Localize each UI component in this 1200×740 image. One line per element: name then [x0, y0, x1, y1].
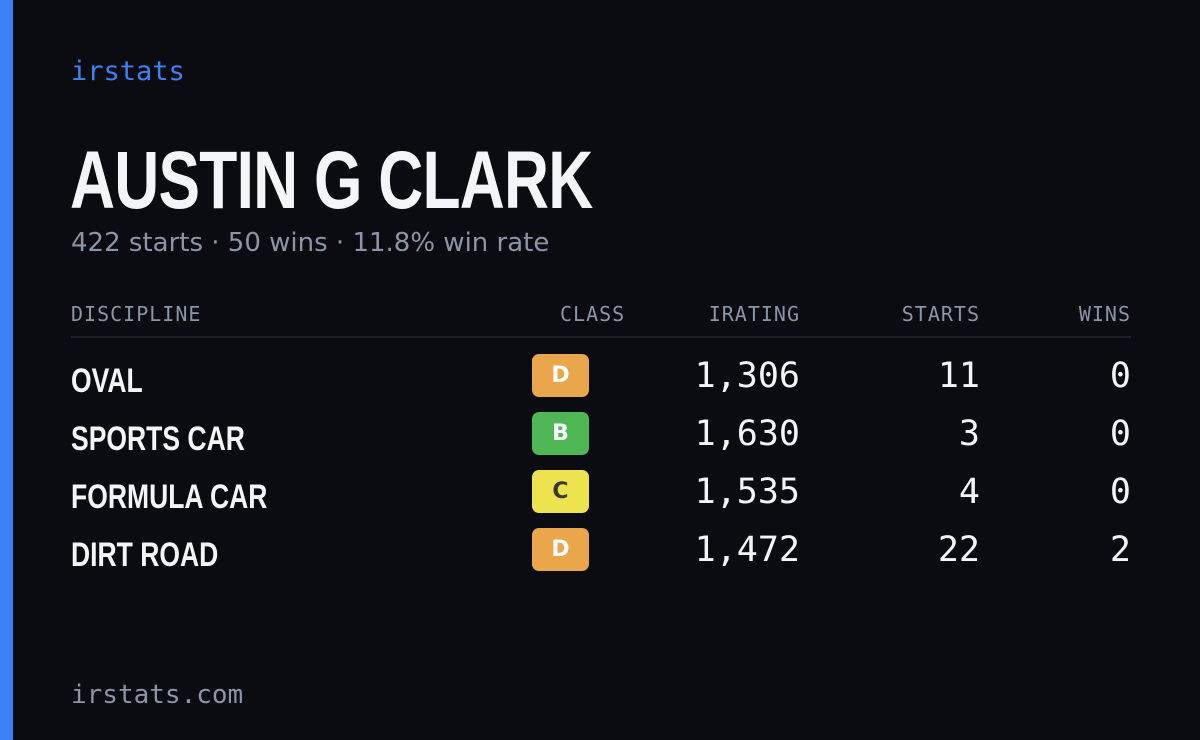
brand-logo[interactable]: irstats	[71, 56, 185, 87]
table-row: SPORTS CAR B 1,630 3 0	[71, 412, 1131, 470]
table-header: DISCIPLINE CLASS IRATING STARTS WINS	[71, 298, 1131, 338]
irating-value: 1,630	[694, 414, 800, 454]
class-badge: B	[532, 412, 589, 455]
accent-bar	[0, 0, 13, 740]
table-body: OVAL D 1,306 11 0 SPORTS CAR B 1,630 3 0…	[71, 354, 1131, 586]
discipline-name: FORMULA CAR	[71, 478, 268, 516]
starts-value: 11	[937, 356, 980, 396]
irating-value: 1,306	[694, 356, 800, 396]
footer-url[interactable]: irstats.com	[71, 680, 244, 710]
player-summary: 422 starts · 50 wins · 11.8% win rate	[71, 228, 550, 258]
class-badge: D	[532, 354, 589, 397]
table-row: FORMULA CAR C 1,535 4 0	[71, 470, 1131, 528]
starts-value: 4	[958, 472, 980, 512]
class-badge: C	[532, 470, 589, 513]
table-row: OVAL D 1,306 11 0	[71, 354, 1131, 412]
wins-value: 0	[1109, 414, 1131, 454]
irating-value: 1,472	[694, 530, 800, 570]
header-irating: IRATING	[708, 302, 800, 326]
header-discipline: DISCIPLINE	[71, 302, 202, 326]
wins-value: 0	[1109, 472, 1131, 512]
class-badge: D	[532, 528, 589, 571]
starts-value: 3	[958, 414, 980, 454]
irating-value: 1,535	[694, 472, 800, 512]
discipline-name: DIRT ROAD	[71, 536, 219, 574]
header-wins: WINS	[1078, 302, 1131, 326]
discipline-table: DISCIPLINE CLASS IRATING STARTS WINS OVA…	[71, 298, 1131, 586]
starts-value: 22	[937, 530, 980, 570]
header-starts: STARTS	[901, 302, 980, 326]
discipline-name: SPORTS CAR	[71, 420, 245, 458]
wins-value: 2	[1109, 530, 1131, 570]
header-class: CLASS	[560, 302, 626, 326]
discipline-name: OVAL	[71, 362, 143, 400]
table-row: DIRT ROAD D 1,472 22 2	[71, 528, 1131, 586]
wins-value: 0	[1109, 356, 1131, 396]
player-name: AUSTIN G CLARK	[70, 135, 593, 226]
